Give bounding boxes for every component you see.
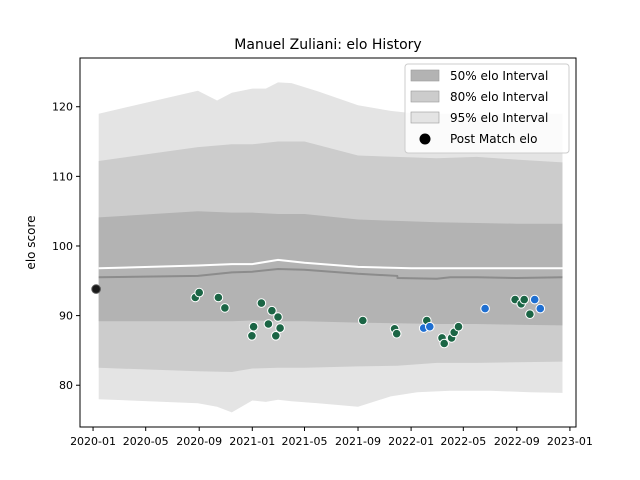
- post-match-point: [358, 315, 368, 326]
- legend-label: Post Match elo: [450, 132, 537, 146]
- x-tick-label: 2020-05: [123, 435, 169, 448]
- y-tick-label: 90: [59, 310, 73, 323]
- post-match-point: [480, 303, 490, 314]
- y-tick-label: 110: [52, 170, 73, 183]
- chart-title: Manuel Zuliani: elo History: [234, 37, 421, 53]
- x-tick-label: 2021-09: [335, 435, 381, 448]
- x-axis: 2020-01 2020-05 2020-09 2021-01 2021-05 2021-…: [70, 427, 593, 448]
- post-match-point: [247, 331, 257, 341]
- post-match-point: [519, 294, 530, 305]
- post-match-point: [525, 309, 535, 320]
- x-tick-label: 2023-01: [547, 435, 593, 448]
- axes-frame: [79, 57, 577, 428]
- y-axis: 80 90 100 110 120: [52, 101, 80, 392]
- y-axis-label: elo score: [24, 215, 38, 269]
- legend-label: 50% elo Interval: [450, 69, 548, 83]
- y-tick-label: 120: [52, 101, 73, 114]
- plot-area: [91, 82, 563, 413]
- post-match-point: [248, 321, 259, 332]
- x-tick-label: 2021-05: [282, 435, 328, 448]
- post-match-point: [271, 331, 281, 341]
- post-match-point: [194, 287, 204, 298]
- post-match-point: [275, 323, 285, 333]
- y-tick-label: 80: [59, 379, 73, 392]
- band-mean-line: [98, 267, 563, 280]
- post-match-point: [273, 312, 283, 322]
- post-match-point: [263, 319, 274, 329]
- post-match-point: [439, 338, 450, 349]
- post-match-point: [213, 292, 224, 303]
- legend-label: 95% elo Interval: [450, 111, 548, 125]
- post-match-point: [267, 305, 277, 316]
- x-tick-label: 2022-09: [494, 435, 540, 448]
- post-match-point: [535, 303, 546, 314]
- legend-frame: [404, 63, 570, 154]
- x-tick-label: 2022-01: [388, 435, 434, 448]
- post-match-point: [529, 294, 540, 305]
- elo-estimate-line: [98, 258, 563, 270]
- legend-marker: [419, 133, 431, 145]
- x-tick-label: 2021-01: [229, 435, 275, 448]
- post-match-point: [391, 328, 402, 339]
- legend-swatch: [410, 111, 440, 124]
- x-tick-label: 2020-01: [70, 435, 116, 448]
- legend-swatch: [410, 69, 440, 82]
- post-match-point: [220, 303, 230, 313]
- post-match-point: [453, 321, 464, 332]
- post-match-point: [91, 284, 101, 294]
- x-tick-label: 2020-09: [176, 435, 222, 448]
- legend: 50% elo Interval 80% elo Interval 95% elo …: [404, 63, 570, 154]
- y-tick-label: 100: [52, 240, 73, 253]
- post-match-point: [425, 321, 435, 332]
- legend-label: 80% elo Interval: [450, 90, 548, 104]
- x-tick-label: 2022-05: [440, 435, 486, 448]
- post-match-point: [256, 298, 267, 308]
- legend-swatch: [410, 90, 440, 103]
